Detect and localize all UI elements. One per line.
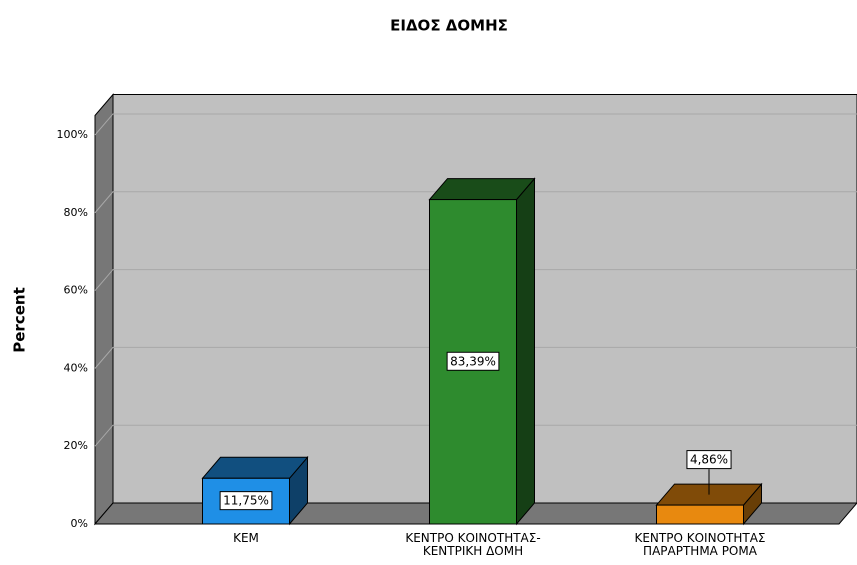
grid-line [94, 346, 857, 369]
bar-top [201, 456, 309, 479]
bar-side [516, 177, 535, 526]
y-tick-label: 20% [64, 439, 88, 452]
value-label: 11,75% [223, 494, 269, 508]
grid-line [94, 424, 857, 447]
y-tick-label: 100% [57, 128, 88, 141]
grid-line [94, 269, 857, 291]
y-tick-label: 80% [64, 206, 88, 219]
bar-top [428, 178, 536, 201]
chart-title: ΕΙΔΟΣ ΔΟΜΗΣ [390, 17, 508, 35]
grid-line [94, 191, 857, 214]
grid-line [94, 113, 857, 136]
y-tick-label: 0% [71, 517, 88, 530]
value-label-box [219, 491, 273, 511]
value-label: 83,39% [450, 354, 496, 368]
x-tick-label: ΚΕΜ [233, 531, 259, 545]
y-tick-label: 40% [64, 361, 88, 374]
value-label-box [446, 351, 500, 371]
x-tick-label: ΚΕΝΤΡΟ ΚΟΙΝΟΤΗΤΑΣ-ΚΕΝΤΡΙΚΗ ΔΟΜΗ [405, 531, 541, 558]
value-label-box [686, 450, 732, 470]
left-wall [94, 93, 114, 526]
x-tick-label: ΚΕΝΤΡΟ ΚΟΙΝΟΤΗΤΑΣ ΠΑΡΑΡΤΗΜΑ ΡΟΜΑ [634, 531, 766, 558]
bar [656, 504, 744, 525]
value-label: 4,86% [690, 453, 728, 467]
y-tick-label: 60% [64, 284, 88, 297]
y-axis-label: Percent [11, 287, 29, 352]
